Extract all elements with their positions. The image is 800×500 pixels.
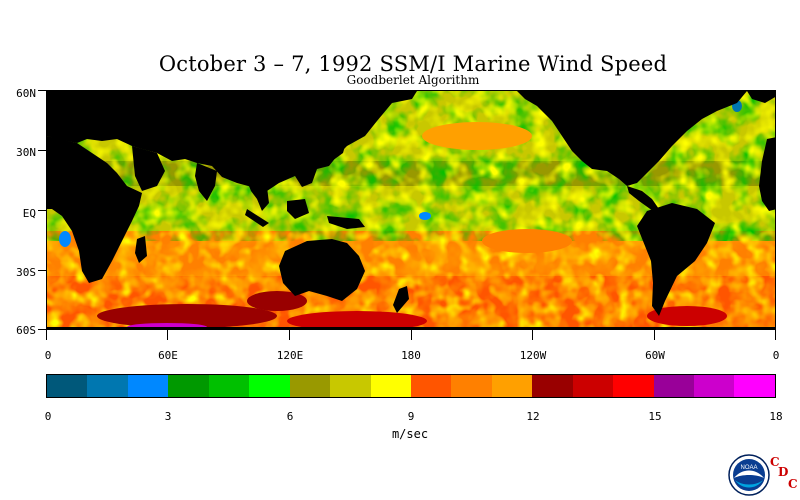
- land-japan: [330, 131, 347, 161]
- lon-label-180: 180: [401, 349, 421, 362]
- land-australia: [279, 239, 365, 301]
- lat-label-30s: 30S: [16, 266, 36, 279]
- colorbar-swatch-3: [168, 375, 209, 397]
- cdc-letter-3: C: [788, 477, 798, 491]
- colorbar-label-15: 15: [648, 410, 662, 423]
- land-eurasia: [47, 91, 417, 191]
- colorbar-label-12: 12: [526, 410, 540, 423]
- lat-tick: [38, 210, 46, 211]
- colorbar-swatch-5: [249, 375, 290, 397]
- noaa-logo-lower: [735, 480, 763, 488]
- land-greenland: [747, 91, 775, 103]
- colorbar-label-3: 3: [164, 410, 172, 423]
- colorbar: [46, 374, 776, 398]
- lat-label-30n: 30N: [16, 146, 36, 159]
- colorbar-swatch-11: [491, 375, 533, 397]
- map-subtitle: Goodberlet Algorithm: [346, 73, 480, 87]
- lat-ticks: [38, 90, 46, 330]
- colorbar-swatch-9: [410, 375, 452, 397]
- noaa-logo-text: NOAA: [740, 465, 757, 471]
- land-central-america: [627, 186, 659, 211]
- lon-tick: [775, 330, 776, 340]
- lat-label-60s: 60S: [16, 324, 36, 337]
- land-africa: [47, 136, 142, 283]
- high-wind-southern-ocean-3: [247, 291, 307, 311]
- cdc-letter-2: D: [778, 465, 789, 479]
- colorbar-label-0: 0: [44, 410, 52, 423]
- colorbar-swatch-16: [694, 375, 735, 397]
- colorbar-swatch-2: [127, 375, 169, 397]
- land-africa-east: [759, 137, 775, 211]
- land-newguinea: [327, 216, 365, 229]
- colorbar-swatch-17: [734, 375, 775, 397]
- lon-label-60e: 60E: [158, 349, 178, 362]
- map-title: October 3 – 7, 1992 SSM/I Marine Wind Sp…: [158, 52, 668, 76]
- lon-label-120w: 120W: [519, 349, 547, 362]
- colorbar-swatch-1: [87, 375, 128, 397]
- orange-south-pacific: [482, 229, 572, 253]
- land-sumatra: [245, 209, 269, 227]
- high-wind-southern-ocean-2: [287, 311, 427, 329]
- colorbar-units: m/sec: [391, 427, 429, 441]
- lon-tick: [167, 330, 168, 340]
- high-wind-south-atlantic: [647, 306, 727, 326]
- noaa-logo-svg: NOAA: [728, 454, 770, 496]
- colorbar-swatch-8: [370, 375, 411, 397]
- lat-label-eq: EQ: [22, 207, 36, 220]
- land-borneo: [287, 199, 309, 219]
- lon-tick: [532, 330, 533, 340]
- wind-speed-map-svg: [47, 91, 775, 329]
- lat-tick: [38, 329, 46, 330]
- land-madagascar: [135, 236, 147, 263]
- colorbar-swatch-14: [613, 375, 654, 397]
- high-wind-southern-ocean-1: [97, 304, 277, 328]
- orange-north-pacific: [422, 122, 532, 150]
- colorbar-swatch-13: [572, 375, 614, 397]
- land-south-america: [637, 203, 715, 316]
- lon-label-0-end: 0: [772, 349, 780, 362]
- lon-label-120e: 120E: [276, 349, 304, 362]
- lon-ticks: [46, 330, 776, 342]
- colorbar-swatch-12: [532, 375, 573, 397]
- land-newzealand: [393, 286, 409, 313]
- land-arabia: [132, 146, 165, 191]
- land-north-america: [517, 91, 747, 186]
- colorbar-label-18: 18: [769, 410, 783, 423]
- colorbar-label-9: 9: [407, 410, 415, 423]
- calm-blue-1: [419, 212, 431, 220]
- noaa-logo: NOAA: [728, 454, 770, 496]
- colorbar-swatch-15: [653, 375, 694, 397]
- lon-label-0: 0: [44, 349, 52, 362]
- lat-tick: [38, 90, 46, 91]
- land: [47, 91, 775, 329]
- lat-tick: [38, 150, 46, 151]
- lon-tick: [46, 330, 47, 340]
- land-india: [195, 163, 217, 201]
- colorbar-label-6: 6: [286, 410, 294, 423]
- colorbar-swatch-6: [289, 375, 331, 397]
- lat-label-60n: 60N: [16, 87, 36, 100]
- colorbar-swatch-10: [451, 375, 492, 397]
- colorbar-swatch-7: [330, 375, 371, 397]
- land-antarctica: [47, 327, 775, 329]
- colorbar-swatch-0: [47, 375, 88, 397]
- lon-tick: [289, 330, 290, 340]
- cdc-letter-1: C: [770, 455, 780, 469]
- lon-label-60w: 60W: [645, 349, 665, 362]
- land-indochina: [247, 181, 269, 211]
- calm-blue-3: [59, 231, 71, 247]
- lon-tick: [654, 330, 655, 340]
- colorbar-swatch-4: [208, 375, 250, 397]
- noaa-logo-bird: [734, 470, 764, 478]
- lon-tick: [411, 330, 412, 340]
- lat-tick: [38, 270, 46, 271]
- wind-speed-map: [46, 90, 776, 330]
